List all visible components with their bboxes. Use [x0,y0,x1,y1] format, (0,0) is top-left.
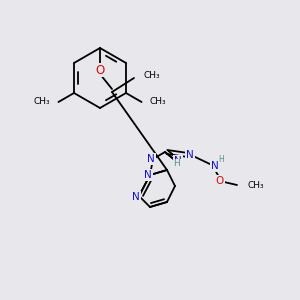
Text: H: H [174,160,180,169]
Text: O: O [216,176,224,186]
Text: N: N [132,192,140,202]
Text: CH₃: CH₃ [150,97,166,106]
Text: CH₃: CH₃ [247,182,264,190]
Text: CH₃: CH₃ [143,71,160,80]
Text: N: N [174,156,182,166]
Text: N: N [186,150,194,160]
Text: N: N [144,170,152,180]
Text: H: H [218,154,224,164]
Text: N: N [147,154,155,164]
Text: CH₃: CH₃ [34,97,50,106]
Text: N: N [211,161,219,171]
Text: O: O [95,64,105,76]
